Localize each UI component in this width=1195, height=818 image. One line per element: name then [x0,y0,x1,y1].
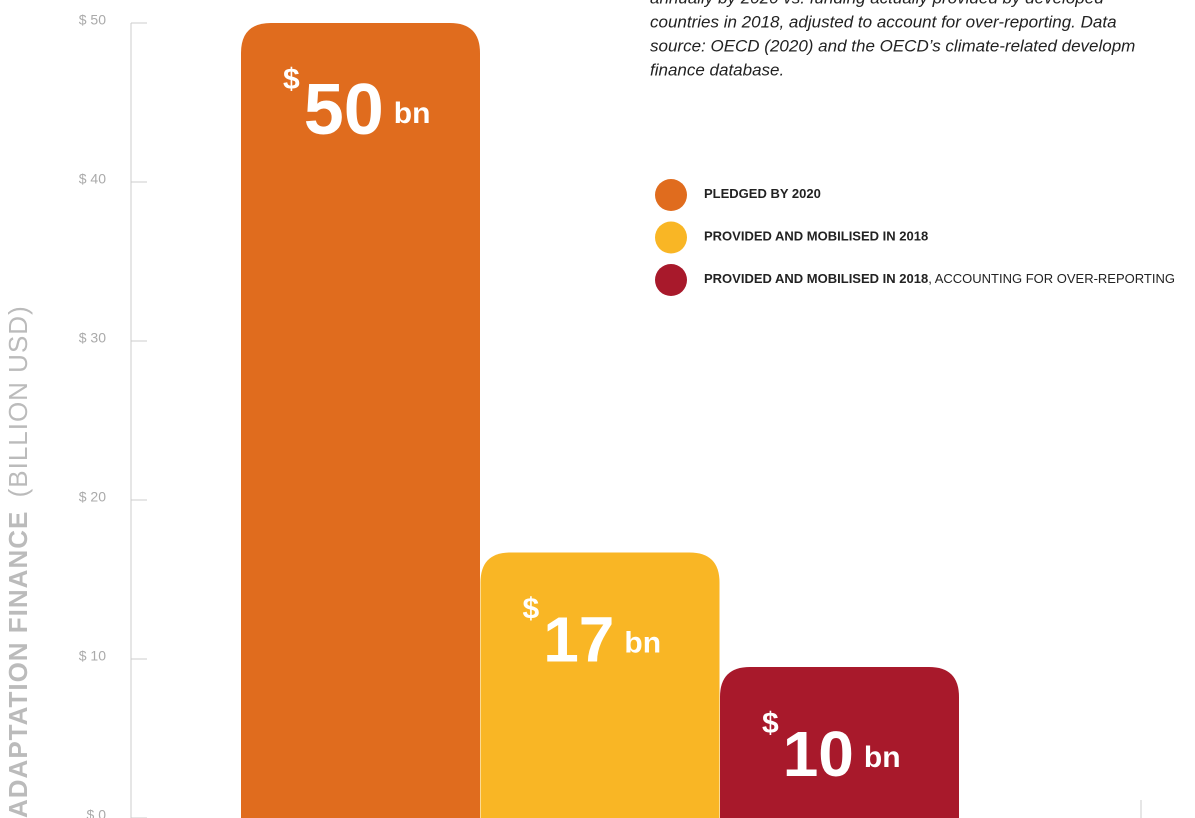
note-line: annually by 2020 vs. funding actually pr… [650,0,1104,7]
y-tick-label: $ 20 [79,489,106,505]
legend-swatch [655,179,687,211]
y-axis-title: ADAPTATION FINANCE (BILLION USD) [3,305,33,818]
value-number: 17 [543,603,614,675]
legend-swatch [655,221,687,254]
legend-entry: PLEDGED BY 2020 [704,186,821,201]
y-tick-label: $ 10 [79,648,106,664]
note-line: countries in 2018, adjusted to account f… [650,12,1117,31]
value-suffix: bn [394,97,431,130]
y-tick-label: $ 0 [87,807,107,818]
legend-swatch [655,264,687,296]
value-prefix: $ [762,707,779,740]
legend-name: PLEDGED BY 2020 [704,186,821,201]
note-line: source: OECD (2020) and the OECD’s clima… [650,36,1135,55]
y-axis-unit: (BILLION USD) [3,305,33,497]
value-number: 10 [783,718,854,790]
bar [241,23,480,818]
value-suffix: bn [624,626,661,659]
value-prefix: $ [283,63,300,96]
y-axis-label: ADAPTATION FINANCE [3,511,33,818]
legend-name: PROVIDED AND MOBILISED IN 2018 [704,271,928,286]
legend-entry: PROVIDED AND MOBILISED IN 2018 [704,229,928,244]
value-label: $17 bn [523,592,662,675]
bar [720,666,959,818]
y-tick-label: $ 40 [79,171,106,187]
y-tick-label: $ 30 [79,330,106,346]
note-line: finance database. [650,60,784,79]
legend-entry: PROVIDED AND MOBILISED IN 2018, ACCOUNTI… [704,271,1175,286]
legend-note: , ACCOUNTING FOR OVER-REPORTING [928,271,1175,286]
y-tick-label: $ 50 [79,12,106,28]
value-label: $10 bn [762,707,901,790]
value-suffix: bn [864,741,901,774]
value-label: $50 bn [283,63,430,150]
value-prefix: $ [523,592,540,625]
bar [480,552,720,818]
value-number: 50 [304,70,384,150]
legend-name: PROVIDED AND MOBILISED IN 2018 [704,229,928,244]
